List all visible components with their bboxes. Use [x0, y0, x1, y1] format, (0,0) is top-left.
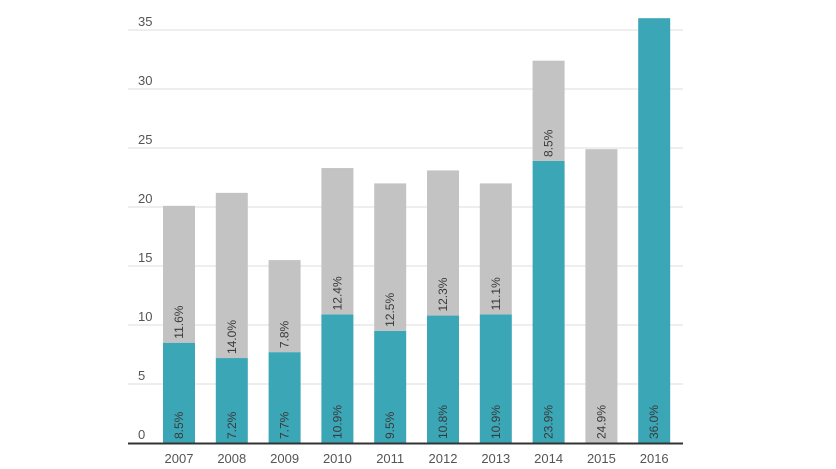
data-label: 12.5% — [383, 293, 397, 327]
x-tick-label: 2010 — [323, 451, 352, 466]
bar-segment — [479, 183, 512, 315]
y-tick-label: 10 — [138, 309, 152, 324]
bar-segment — [374, 183, 407, 331]
y-tick-label: 0 — [138, 427, 145, 442]
bar-segment — [215, 192, 248, 359]
x-tick-label: 2015 — [587, 451, 616, 466]
data-label: 11.1% — [489, 277, 503, 310]
x-tick-label: 2012 — [429, 451, 458, 466]
data-label: 10.9% — [330, 405, 344, 439]
data-label: 14.0% — [225, 320, 239, 354]
data-label: 7.8% — [278, 320, 292, 348]
bar-segment — [321, 168, 354, 315]
data-label: 11.6% — [172, 305, 186, 338]
data-label: 24.9% — [594, 405, 608, 439]
bar-segment — [321, 314, 354, 443]
data-label: 9.5% — [383, 411, 397, 439]
data-label: 12.3% — [436, 277, 450, 311]
data-label: 8.5% — [542, 129, 556, 157]
bar-segment — [532, 160, 565, 444]
data-label: 7.2% — [225, 411, 239, 439]
x-tick-label: 2014 — [534, 451, 563, 466]
y-tick-label: 20 — [138, 191, 152, 206]
x-tick-label: 2011 — [376, 451, 404, 466]
bar-segment — [268, 260, 301, 353]
y-tick-label: 25 — [138, 132, 152, 147]
bar-segment — [427, 315, 459, 443]
y-tick-label: 5 — [138, 368, 145, 383]
y-tick-label: 30 — [138, 73, 152, 88]
bar-segment — [638, 18, 671, 443]
data-label: 36.0% — [647, 405, 661, 439]
bar-segment — [268, 352, 301, 443]
bar-segment — [374, 330, 407, 443]
data-label: 8.5% — [172, 411, 186, 439]
x-tick-label: 2013 — [481, 451, 510, 466]
bar-segment — [532, 60, 565, 161]
x-tick-label: 2009 — [270, 451, 299, 466]
bar-segment — [163, 342, 195, 443]
y-tick-label: 35 — [138, 14, 152, 29]
bar-segment — [215, 358, 248, 443]
x-tick-label: 2016 — [640, 451, 669, 466]
bar-segment — [163, 205, 195, 343]
x-tick-label: 2008 — [217, 451, 246, 466]
data-label: 12.4% — [330, 276, 344, 310]
y-tick-label: 15 — [138, 250, 152, 265]
x-tick-label: 2007 — [165, 451, 194, 466]
data-label: 10.9% — [489, 405, 503, 439]
data-label: 10.8% — [436, 405, 450, 439]
data-label: 23.9% — [542, 405, 556, 439]
bar-segment — [479, 314, 512, 443]
data-label: 7.7% — [278, 411, 292, 439]
bar-segment — [427, 170, 459, 316]
bar-segment — [585, 149, 618, 443]
